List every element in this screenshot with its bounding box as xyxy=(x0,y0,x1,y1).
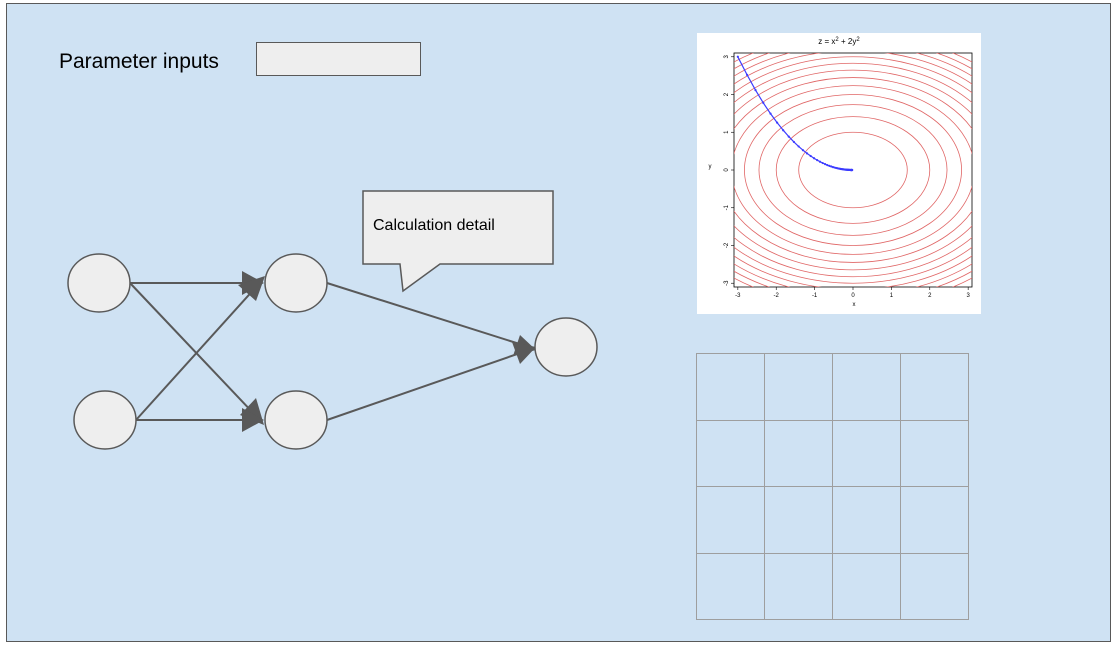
grid-cell[interactable] xyxy=(832,552,901,620)
grid-cell[interactable] xyxy=(900,419,969,487)
gradient-step-point xyxy=(816,159,819,162)
grid-table xyxy=(696,353,969,620)
x-tick-label: -3 xyxy=(735,293,741,299)
grid-cell[interactable] xyxy=(696,419,765,487)
contour-line xyxy=(734,77,972,263)
gradient-step-point xyxy=(826,163,829,167)
gradient-step-point xyxy=(821,161,824,165)
contour-line xyxy=(734,56,972,284)
gradient-step-point xyxy=(851,168,854,172)
grid-cell[interactable] xyxy=(696,353,765,421)
contour-plot-svg: z = x2 + 2y2 -3 -2 -1 0 1 2 3 3 2 1 0 -1 -2 -3 x y xyxy=(709,37,973,308)
contour-line xyxy=(734,62,972,278)
grid-cell[interactable] xyxy=(832,353,901,421)
edge-in2-h1 xyxy=(135,286,257,421)
hidden-node-2[interactable] xyxy=(264,390,328,450)
gradient-step-point xyxy=(754,89,757,92)
y-tick-label: -3 xyxy=(724,280,730,286)
grid-cell[interactable] xyxy=(764,419,833,487)
gradient-step-point xyxy=(830,165,833,168)
gradient-step-point xyxy=(769,112,772,115)
input-node-2[interactable] xyxy=(73,390,137,450)
contour-line xyxy=(734,85,972,255)
grid-cell[interactable] xyxy=(900,486,969,554)
y-tick-label: 3 xyxy=(724,54,730,58)
gradient-step-point xyxy=(823,163,827,166)
gradient-step-point xyxy=(782,129,785,132)
arrowhead-in2-h2 xyxy=(242,408,264,432)
gradient-step-point xyxy=(787,135,790,138)
plot-ylabel: y xyxy=(709,164,712,170)
y-tick-label: 2 xyxy=(724,92,730,96)
gradient-step-point xyxy=(828,164,831,167)
x-tick-label: -1 xyxy=(812,293,818,299)
x-tick-label: -2 xyxy=(774,293,780,299)
gradient-step-point xyxy=(792,140,795,144)
grid-cell[interactable] xyxy=(764,552,833,620)
contour-line xyxy=(734,53,972,287)
y-tick-label: -1 xyxy=(724,204,730,210)
grid-cell[interactable] xyxy=(832,486,901,554)
gradient-step-point xyxy=(775,121,779,124)
input-node-1[interactable] xyxy=(67,253,131,313)
contour-line xyxy=(744,94,962,246)
contour-line xyxy=(734,53,972,287)
x-tick-label: 0 xyxy=(851,293,855,299)
grid-cell[interactable] xyxy=(900,552,969,620)
grid-cell[interactable] xyxy=(764,353,833,421)
arrowhead-in2-h1 xyxy=(238,276,265,301)
gradient-step-point xyxy=(797,145,800,148)
gradient-step-point xyxy=(736,55,739,58)
parameter-input-field[interactable] xyxy=(256,42,421,76)
gradient-step-point xyxy=(812,157,816,160)
gradient-step-point xyxy=(801,149,805,152)
y-tick-label: 1 xyxy=(724,130,730,134)
calculation-callout xyxy=(362,190,554,293)
y-tick-label: 0 xyxy=(724,168,730,172)
contour-line xyxy=(734,69,972,271)
x-tick-label: 3 xyxy=(966,293,970,299)
output-node[interactable] xyxy=(534,317,598,377)
hidden-node-1[interactable] xyxy=(264,253,328,313)
contour-line xyxy=(734,53,972,287)
contour-line xyxy=(758,104,948,236)
grid-cell[interactable] xyxy=(696,486,765,554)
x-tick-label: 1 xyxy=(890,293,894,299)
plot-title: z = x2 + 2y2 xyxy=(818,37,860,46)
grid-cell[interactable] xyxy=(764,486,833,554)
grid-cell[interactable] xyxy=(832,419,901,487)
edge-in1-h2 xyxy=(129,282,257,417)
gradient-step-point xyxy=(805,152,809,155)
gradient-descent-path xyxy=(737,56,853,171)
parameter-inputs-label: Parameter inputs xyxy=(59,50,219,73)
edge-h1-out xyxy=(326,282,527,347)
contour-plot: z = x2 + 2y2 -3 -2 -1 0 1 2 3 3 2 1 0 -1 -2 -3 x y xyxy=(697,33,981,314)
callout-text: Calculation detail xyxy=(373,217,495,234)
gradient-step-point xyxy=(745,73,749,76)
gradient-step-point xyxy=(809,154,812,158)
y-tick-label: -2 xyxy=(724,242,730,248)
plot-xlabel: x xyxy=(853,302,856,308)
edge-h2-out xyxy=(326,350,527,421)
contour-line xyxy=(775,116,931,224)
gradient-step-point xyxy=(762,101,765,104)
arrowhead-h2-out xyxy=(512,342,536,364)
grid-cell[interactable] xyxy=(696,552,765,620)
grid-cell[interactable] xyxy=(900,353,969,421)
gradient-step-point xyxy=(818,160,822,163)
x-tick-label: 2 xyxy=(928,293,932,299)
contour-line xyxy=(798,131,908,209)
